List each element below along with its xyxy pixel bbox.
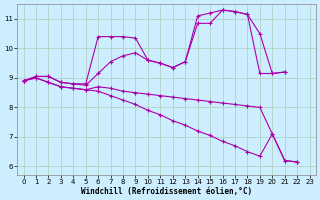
X-axis label: Windchill (Refroidissement éolien,°C): Windchill (Refroidissement éolien,°C) [81, 187, 252, 196]
